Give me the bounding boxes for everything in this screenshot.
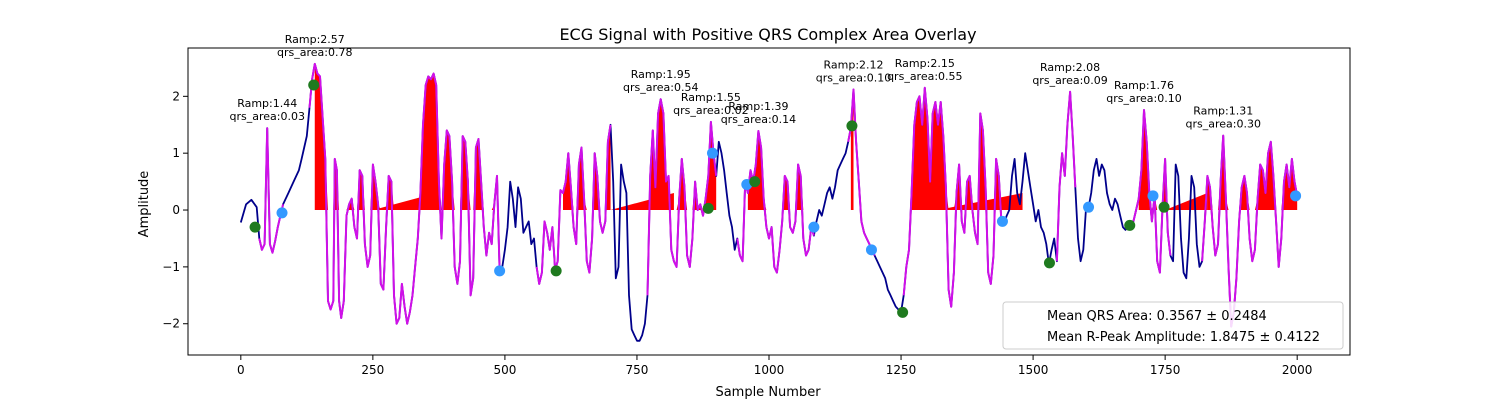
peak-annotation-qrs-area: qrs_area:0.30 (1186, 118, 1261, 131)
qrs-segment-line (1132, 109, 1172, 274)
qrs-segment-line (258, 127, 285, 254)
x-tick-label: 1500 (1018, 363, 1049, 377)
legend-entry-qrs-area: Mean QRS Area: 0.3567 ± 0.2484 (1047, 309, 1267, 324)
peak-annotation-ramp: Ramp:1.44 (237, 97, 297, 110)
qrs-offset-marker (865, 244, 877, 256)
qrs-area-fill (1207, 135, 1298, 211)
qrs-offset-marker (706, 147, 718, 159)
qrs-segment-line (308, 62, 501, 325)
qrs-area-fill (1165, 192, 1208, 211)
qrs-offset-marker (996, 215, 1008, 227)
qrs-onset-marker (308, 79, 320, 91)
qrs-area-fill (372, 192, 437, 211)
qrs-offset-marker (1290, 190, 1302, 202)
y-axis-label: Amplitude (137, 171, 152, 238)
peak-annotation-qrs-area: qrs_area:0.14 (721, 113, 796, 126)
qrs-onset-marker (1158, 201, 1170, 213)
y-tick-label: −2 (162, 317, 180, 331)
qrs-offset-marker (808, 221, 820, 233)
peak-annotation-qrs-area: qrs_area:0.09 (1032, 74, 1107, 87)
peak-annotation-qrs-area: qrs_area:0.10 (1106, 92, 1181, 105)
qrs-onset-marker (550, 265, 562, 277)
y-tick-label: 1 (172, 146, 180, 160)
y-tick-label: 2 (172, 89, 180, 103)
x-axis-label: Sample Number (715, 385, 821, 400)
peak-annotation-ramp: Ramp:1.31 (1193, 105, 1253, 118)
qrs-onset-marker (749, 176, 761, 188)
peak-annotation-qrs-area: qrs_area:0.10 (816, 72, 891, 85)
chart-title: ECG Signal with Positive QRS Complex Are… (559, 25, 976, 44)
peak-annotation-ramp: Ramp:1.55 (681, 91, 741, 104)
qrs-onset-marker (702, 202, 714, 214)
x-tick-label: 0 (237, 363, 245, 377)
peak-annotation-qrs-area: qrs_area:0.55 (887, 70, 962, 83)
qrs-offset-marker (1083, 201, 1095, 213)
qrs-onset-marker (846, 120, 858, 132)
annotation-layer: Ramp:1.44qrs_area:0.03Ramp:2.57qrs_area:… (229, 33, 1260, 131)
x-tick-label: 750 (626, 363, 649, 377)
x-tick-label: 1250 (886, 363, 917, 377)
peak-annotation-ramp: Ramp:2.08 (1040, 61, 1100, 74)
qrs-segment-line (535, 124, 612, 285)
peak-annotation-qrs-area: qrs_area:0.78 (277, 46, 352, 59)
peak-annotation-ramp: Ramp:1.95 (631, 68, 691, 81)
qrs-onset-marker (1043, 257, 1055, 269)
qrs-onset-marker (897, 306, 909, 318)
qrs-offset-marker (276, 207, 288, 219)
marker-layer (249, 79, 1302, 318)
peak-annotation-qrs-area: qrs_area:0.03 (229, 110, 304, 123)
x-tick-label: 2000 (1282, 363, 1313, 377)
peak-annotation-qrs-area: qrs_area:0.02 (673, 104, 748, 117)
axis-layer: 0 250 500 750 1000 1250 1500 1750 2000 −2 −1 0 1 2 (162, 47, 1351, 377)
y-tick-label: 0 (172, 203, 180, 217)
qrs-offset-marker (1147, 190, 1159, 202)
qrs-segment-line (902, 86, 1005, 308)
legend-box (1002, 301, 1344, 350)
qrs-segment-line (736, 130, 815, 274)
legend: Mean QRS Area: 0.3567 ± 0.2484 Mean R-Pe… (1002, 301, 1344, 350)
peak-annotation-ramp: Ramp:2.12 (823, 59, 883, 72)
y-tick-label: −1 (162, 260, 180, 274)
qrs-onset-marker (1124, 219, 1136, 231)
peak-annotation-ramp: Ramp:1.76 (1114, 79, 1174, 92)
peak-annotation-ramp: Ramp:2.15 (895, 57, 955, 70)
qrs-offset-marker (494, 265, 506, 277)
peak-annotation-ramp: Ramp:2.57 (285, 33, 345, 46)
qrs-segment-line (1055, 90, 1077, 262)
peak-annotation-ramp: Ramp:1.39 (728, 100, 788, 113)
x-tick-label: 1000 (754, 363, 785, 377)
x-tick-label: 500 (493, 363, 516, 377)
legend-entry-r-peak: Mean R-Peak Amplitude: 1.8475 ± 0.4122 (1047, 330, 1320, 345)
x-tick-label: 250 (361, 363, 384, 377)
qrs-area-fill (1138, 109, 1171, 211)
qrs-onset-marker (249, 221, 261, 233)
peak-annotation-qrs-area: qrs_area:0.54 (623, 81, 698, 94)
x-tick-label: 1750 (1150, 363, 1181, 377)
qrs-segment-line (1201, 134, 1299, 328)
